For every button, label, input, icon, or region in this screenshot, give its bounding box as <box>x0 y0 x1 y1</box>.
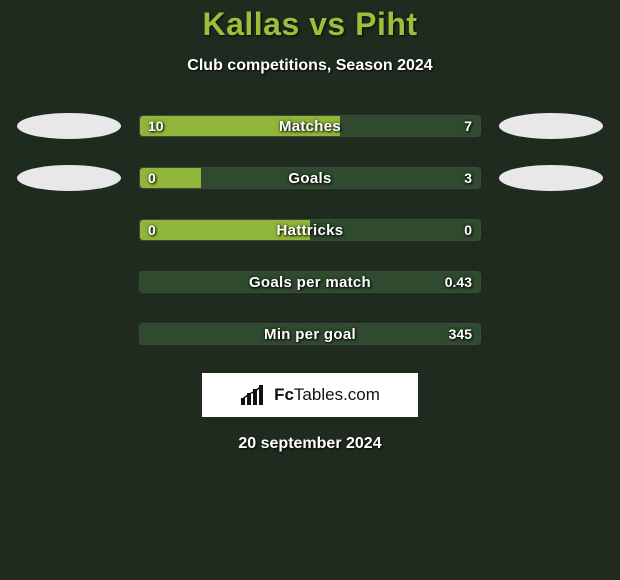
left-ellipse <box>17 269 121 295</box>
bar-right-fill <box>140 272 480 292</box>
bar-left-fill <box>140 220 310 240</box>
stat-row: 00Hattricks <box>0 217 620 243</box>
stat-bar: 03Goals <box>139 167 481 189</box>
page-title: Kallas vs Piht <box>0 6 620 43</box>
left-ellipse <box>17 113 121 139</box>
logo-box[interactable]: FcTables.com <box>202 373 418 417</box>
bar-right-fill <box>140 324 480 344</box>
stat-row: 107Matches <box>0 113 620 139</box>
stat-rows: 107Matches 03Goals 00Hattricks 0.43Goals pe… <box>0 113 620 347</box>
logo-inner: FcTables.com <box>240 384 380 406</box>
stat-bar: 345Min per goal <box>139 323 481 345</box>
page-subtitle: Club competitions, Season 2024 <box>0 57 620 75</box>
right-ellipse <box>499 269 603 295</box>
bar-left-fill <box>140 168 201 188</box>
logo-text: FcTables.com <box>274 385 380 405</box>
right-ellipse <box>499 217 603 243</box>
stat-row: 0.43Goals per match <box>0 269 620 295</box>
footer-date: 20 september 2024 <box>0 435 620 453</box>
left-ellipse <box>17 165 121 191</box>
stat-row: 345Min per goal <box>0 321 620 347</box>
left-ellipse <box>17 321 121 347</box>
stat-bar: 0.43Goals per match <box>139 271 481 293</box>
left-ellipse <box>17 217 121 243</box>
bar-right-fill <box>201 168 480 188</box>
bars-icon <box>240 384 268 406</box>
right-ellipse <box>499 165 603 191</box>
stat-bar: 00Hattricks <box>139 219 481 241</box>
comparison-widget: Kallas vs Piht Club competitions, Season… <box>0 0 620 453</box>
stat-row: 03Goals <box>0 165 620 191</box>
stat-bar: 107Matches <box>139 115 481 137</box>
right-ellipse <box>499 321 603 347</box>
right-ellipse <box>499 113 603 139</box>
bar-right-fill <box>310 220 480 240</box>
bar-right-fill <box>340 116 480 136</box>
bar-left-fill <box>140 116 340 136</box>
